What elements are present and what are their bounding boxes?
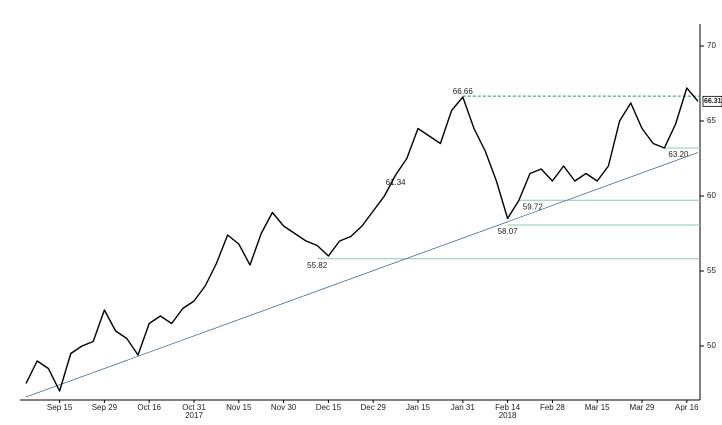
last-price-label: 66.31 [704,98,722,105]
x-tick-label: Mar 15 [585,403,610,412]
y-tick-label: 60 [707,191,716,200]
x-tick-label: Feb 14 [495,403,520,412]
price-line [25,87,699,392]
x-tick-label: Sep 15 [47,403,73,412]
annotation-label: 55.82 [307,261,328,270]
last-price-box [702,95,722,107]
annotation-label: 63.20 [668,150,689,159]
annotation-label: 59.72 [523,202,544,211]
y-tick-label: 65 [707,116,716,125]
x-tick-label: Feb 28 [540,403,565,412]
annotation-label: 66.66 [453,87,474,96]
y-tick-label: 50 [707,341,716,350]
x-tick-label: Dec 29 [361,403,387,412]
x-tick-label: Apr 16 [675,403,699,412]
annotation-label: 61.34 [386,178,407,187]
x-tick-label: Oct 31 [182,403,206,412]
x-tick-label: Nov 15 [226,403,252,412]
annotation-label: 58.07 [498,227,519,236]
y-tick-label: 70 [707,41,716,50]
x-tick-label: Sep 29 [92,403,118,412]
x-tick-label: Jan 15 [406,403,431,412]
y-tick-label: 55 [707,266,716,275]
year-label: 2017 [185,411,203,420]
x-tick-label: Nov 30 [271,403,297,412]
x-tick-label: Dec 15 [316,403,342,412]
x-tick-label: Oct 16 [137,403,161,412]
trendline [25,152,699,398]
x-tick-label: Mar 29 [630,403,655,412]
x-tick-label: Jan 31 [451,403,476,412]
year-label: 2018 [499,411,517,420]
